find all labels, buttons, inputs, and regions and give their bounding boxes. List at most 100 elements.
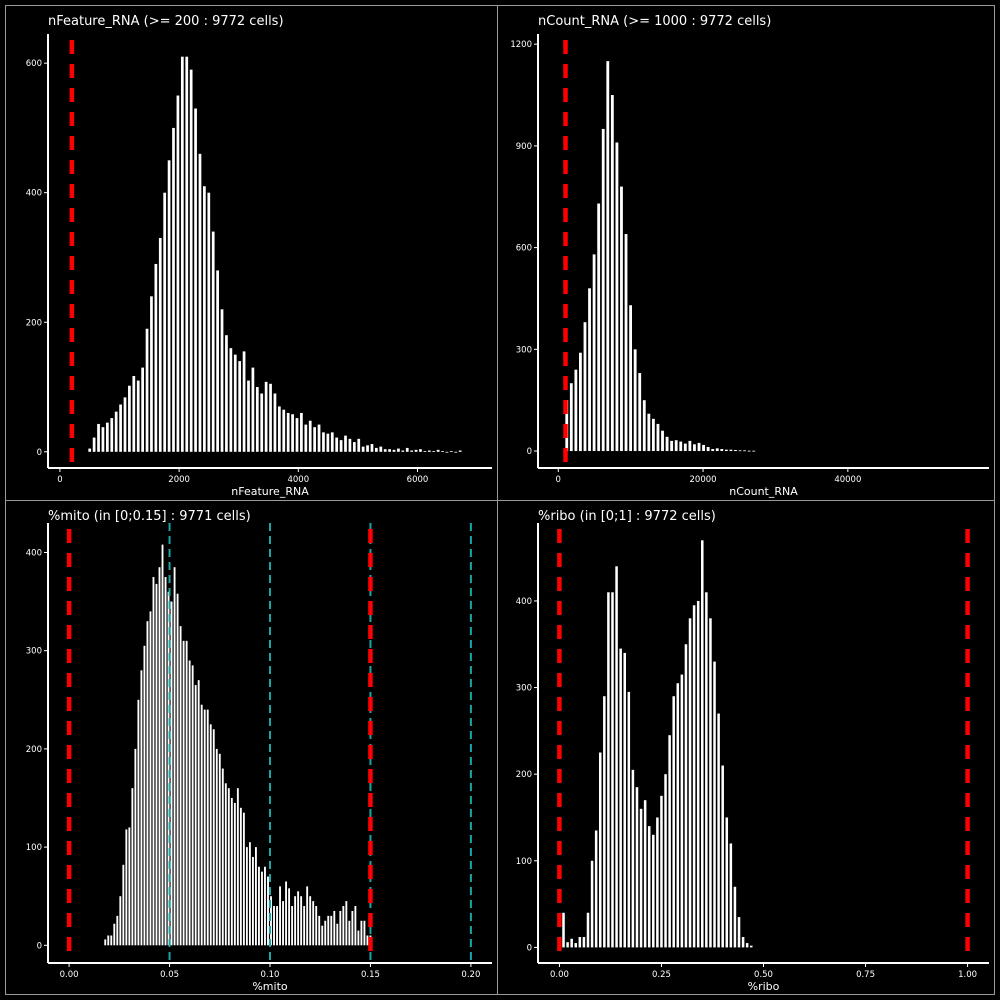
y-tick-label: 0 [527,447,532,457]
histogram-bar [348,438,352,452]
x-tick-label: 20000 [690,475,717,485]
chart-title: nFeature_RNA (>= 200 : 9772 cells) [48,14,284,29]
histogram-bar [245,847,248,946]
histogram-bar [209,724,212,946]
histogram-bar [146,621,149,946]
histogram-bar [233,354,237,452]
histogram-bar [405,447,409,452]
histogram-bar [161,544,164,946]
histogram-bar [282,901,284,946]
chart-title: %ribo (in [0;1] : 9772 cells) [538,509,716,524]
histogram-bar [137,699,140,946]
histogram-bar [633,349,637,452]
histogram-bar [286,412,290,452]
histogram-bar [360,920,363,946]
x-tick-label: 0 [556,475,561,485]
histogram-bar [737,917,741,948]
histogram-bar [167,160,171,452]
histogram-bar [629,305,633,452]
histogram-bar [598,752,602,948]
x-axis-label: %mito [252,980,288,993]
histogram-bar [261,871,263,946]
histogram-bar [322,432,325,452]
histogram-bar [652,834,655,948]
histogram-bar [200,704,203,946]
histogram-bar [194,108,197,452]
histogram-bar [720,449,724,452]
histogram-bar [152,577,155,946]
histogram-bar [273,393,277,452]
histogram-bar [747,450,751,452]
chart-title: %mito (in [0;0.15] : 9771 cells) [48,509,251,524]
histogram-bar [684,644,688,948]
histogram-bar [212,729,215,946]
y-tick-label: 900 [516,142,532,152]
histogram-bar [610,95,614,452]
histogram-bar [110,418,114,452]
histogram-bar [116,915,119,946]
histogram-bar [140,670,143,946]
histogram-bar [668,735,671,948]
histogram-bar [352,442,356,452]
histogram-bar [326,433,330,452]
histogram-bar [721,765,724,948]
histogram-bar [701,540,704,948]
histogram-bar [672,696,675,948]
histogram-bar [255,847,257,946]
chart-title: nCount_RNA (>= 1000 : 9772 cells) [538,14,771,29]
y-tick-label: 200 [516,770,532,780]
histogram-bar [300,412,303,452]
histogram-bar [285,881,288,946]
histogram-bar [221,768,224,946]
histogram-bar [306,886,309,946]
histogram-bar [220,309,224,452]
x-tick-label: 0.50 [754,970,773,980]
y-tick-label: 200 [26,745,42,755]
histogram-bar [264,381,268,452]
histogram-bar [291,414,294,452]
histogram-bar [734,450,737,452]
histogram-bar [715,448,719,452]
histogram-bar [578,937,582,948]
histogram-bar [725,817,729,948]
histogram-bar [335,437,339,452]
histogram-bar [401,450,405,452]
histogram-bar [317,424,321,452]
y-tick-label: 600 [26,59,42,69]
histogram-bar [705,592,708,948]
histogram-bar [590,860,594,948]
histogram-bar [154,263,158,452]
x-tick-label: 2000 [168,475,190,485]
histogram-bar [441,451,444,452]
histogram-bar [333,910,336,946]
histogram-bar [631,769,635,948]
histogram-bar [158,567,161,946]
histogram-bar [291,906,294,946]
histogram-bar [574,369,578,452]
histogram-bar [656,423,660,452]
histogram-bar [330,915,333,946]
histogram-bar [277,406,281,452]
x-tick-label: 0.20 [461,970,480,980]
histogram-bar [321,925,324,946]
histogram-chart: %mito (in [0;0.15] : 9771 cells) 0 100 200 3… [26,509,492,993]
x-tick-label: 0.00 [60,970,79,980]
histogram-bar [697,442,701,452]
histogram-bar [176,95,180,452]
histogram-bar [639,808,643,948]
histogram-chart: %ribo (in [0;1] : 9772 cells) 0 100 200 300 4… [516,509,989,993]
histogram-bar [128,827,131,946]
y-tick-label: 600 [516,244,532,254]
histogram-bar [247,380,250,452]
histogram-bar [388,449,391,452]
histogram-bar [182,640,185,946]
histogram-bar [149,611,152,946]
histogram-bar [606,61,610,452]
histogram-bar [351,910,354,946]
histogram-bar [717,713,720,948]
histogram-bar [248,842,251,946]
histogram-bar [647,413,651,452]
x-tick-label: 0.75 [856,970,875,980]
histogram-bar [194,685,197,946]
histogram-bar [392,449,396,452]
